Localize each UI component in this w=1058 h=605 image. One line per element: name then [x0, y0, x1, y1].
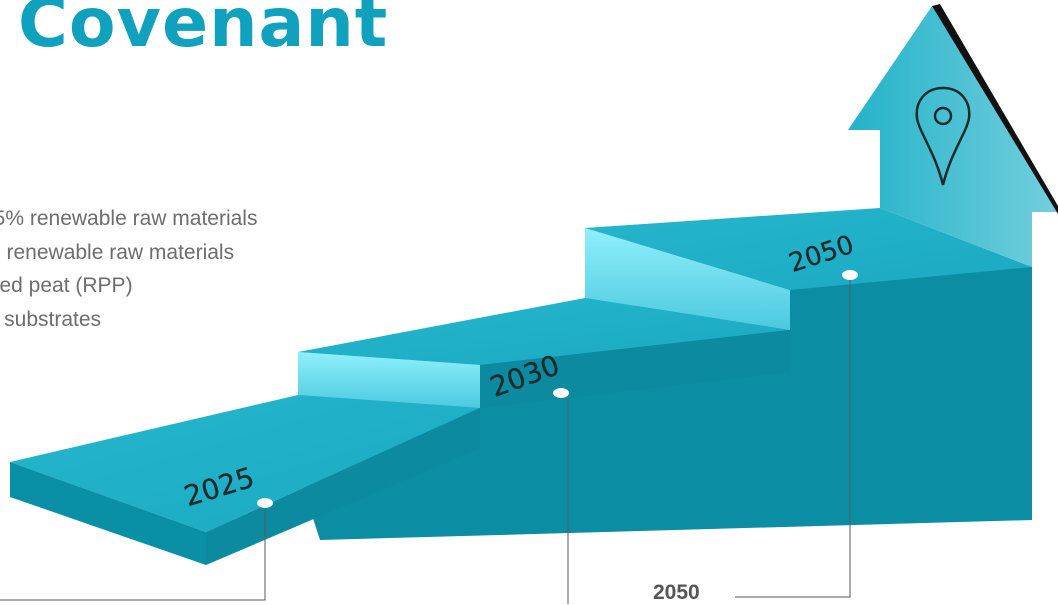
step-2-side — [480, 330, 790, 408]
target-list: 35% renewable raw materials % renewable … — [0, 202, 257, 336]
leader-line-2050 — [735, 280, 851, 598]
target-item: 35% renewable raw materials — [0, 207, 258, 230]
arrow-body — [848, 6, 1058, 267]
arrow-shadow — [932, 4, 1058, 214]
location-pin-icon — [915, 86, 971, 186]
target-item: % renewable raw materials — [0, 240, 235, 264]
step-label-2050: 2050 — [653, 581, 700, 604]
step-marker-2030 — [553, 388, 569, 398]
step-1-top — [10, 395, 480, 532]
step-2-top — [298, 298, 790, 365]
step-3-top — [585, 208, 1032, 290]
step-marker-2050 — [842, 270, 858, 280]
step-3-riser — [585, 228, 790, 330]
step-2-riser — [298, 352, 480, 408]
target-item: in substrates — [0, 307, 102, 331]
target-item: rced peat (RPP) — [0, 274, 133, 297]
step-1-front — [10, 462, 206, 565]
step-1-side — [206, 408, 480, 565]
stairs-front — [298, 265, 1032, 540]
page-title: Covenant — [18, 0, 389, 63]
step-marker-2025 — [257, 498, 273, 508]
leader-line-2025 — [0, 509, 266, 601]
